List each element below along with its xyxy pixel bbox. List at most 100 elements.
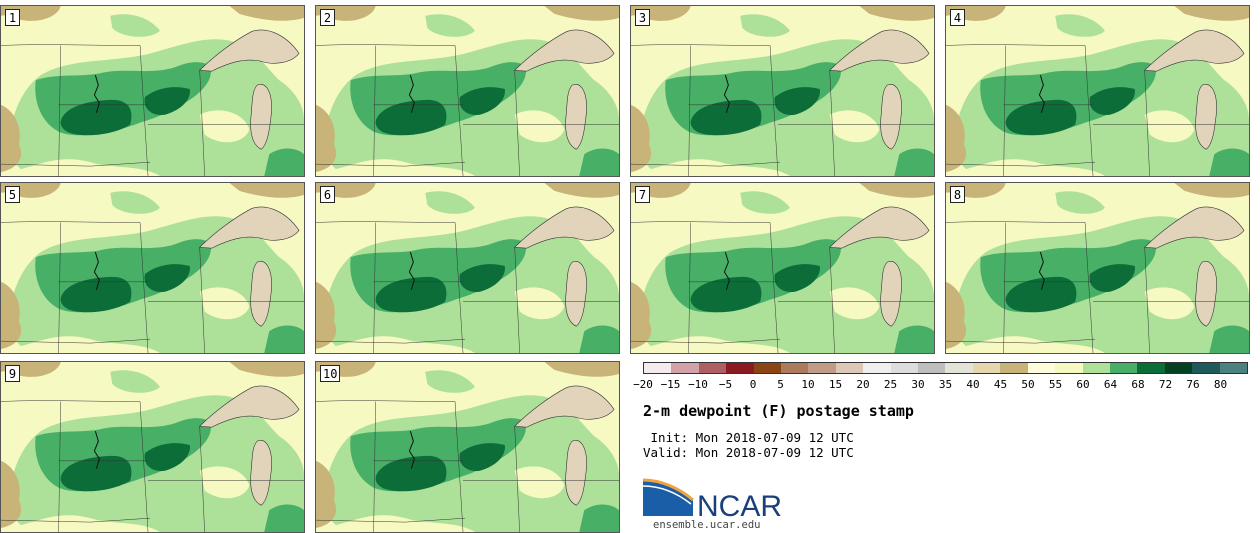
dewpoint-68-72-region xyxy=(690,99,762,136)
dewpoint-68-72-region xyxy=(60,455,132,492)
river-line xyxy=(408,252,415,290)
init-time: Init: Mon 2018-07-09 12 UTC xyxy=(643,430,854,445)
map-panel-7: 7 xyxy=(630,182,935,354)
map-panel-9: 9 xyxy=(0,361,305,533)
dewpoint-68-72-region xyxy=(1005,276,1077,313)
lake-superior xyxy=(829,206,930,249)
state-borders xyxy=(1,221,304,353)
colorbar-swatch xyxy=(781,363,809,373)
dewpoint-map xyxy=(1,183,304,353)
colorbar-tick-label: 30 xyxy=(911,378,925,391)
colorbar-tick-label: −5 xyxy=(718,378,733,391)
dewpoint-68-72-region xyxy=(375,99,447,136)
state-borders xyxy=(316,221,619,353)
river-line xyxy=(723,252,730,290)
map-panel-10: 10 xyxy=(315,361,620,533)
state-borders xyxy=(316,400,619,532)
dewpoint-map xyxy=(946,6,1249,176)
dewpoint-68-72-region xyxy=(690,276,762,313)
colorbar-tick-label: 80 xyxy=(1213,378,1228,391)
river-line xyxy=(1038,75,1045,113)
lake-michigan xyxy=(250,440,272,506)
colorbar-tick-label: 25 xyxy=(883,378,898,391)
map-panel-6: 6 xyxy=(315,182,620,354)
dewpoint-68-72-region xyxy=(60,99,132,136)
dewpoint-68-72-region xyxy=(375,276,447,313)
panel-label: 9 xyxy=(5,365,20,382)
lake-michigan xyxy=(565,84,587,150)
colorbar-tick-label: 50 xyxy=(1021,378,1035,391)
colorbar-tick-label: 68 xyxy=(1131,378,1145,391)
river-line xyxy=(93,431,100,469)
colorbar-swatch xyxy=(726,363,754,373)
river-line xyxy=(408,75,415,113)
dewpoint-map xyxy=(631,183,934,353)
colorbar-tick-label: 76 xyxy=(1186,378,1200,391)
colorbar-tick-label: 20 xyxy=(856,378,870,391)
lake-michigan xyxy=(880,84,902,150)
dewpoint-map xyxy=(316,362,619,532)
colorbar-tick-label: 35 xyxy=(938,378,953,391)
map-panel-3: 3 xyxy=(630,5,935,177)
lake-michigan xyxy=(1195,261,1217,327)
colorbar-swatch xyxy=(1137,363,1165,373)
colorbar-swatch xyxy=(1192,363,1220,373)
colorbar-swatch xyxy=(945,363,973,373)
lake-superior xyxy=(514,29,615,72)
colorbar-tick-label: 40 xyxy=(966,378,980,391)
colorbar-tick-label: 55 xyxy=(1048,378,1063,391)
state-borders xyxy=(631,44,934,176)
dewpoint-map xyxy=(316,6,619,176)
colorbar-swatch xyxy=(1219,363,1247,373)
colorbar-tick-label: 60 xyxy=(1076,378,1090,391)
dewpoint-map xyxy=(316,183,619,353)
panel-label: 8 xyxy=(950,186,965,203)
map-panel-4: 4 xyxy=(945,5,1250,177)
colorbar-swatch xyxy=(1055,363,1083,373)
lake-superior xyxy=(199,206,300,249)
colorbar-swatch xyxy=(1000,363,1028,373)
colorbar-swatch xyxy=(863,363,891,373)
colorbar-swatch xyxy=(753,363,782,373)
river-line xyxy=(1038,252,1045,290)
website-url: ensemble.ucar.edu xyxy=(653,519,761,531)
colorbar-tick-label: −15 xyxy=(660,378,681,391)
panel-label: 5 xyxy=(5,186,20,203)
panel-label: 4 xyxy=(950,9,965,26)
state-borders xyxy=(946,221,1249,353)
dewpoint-68-72-region xyxy=(375,455,447,492)
colorbar-swatch xyxy=(698,363,727,373)
colorbar-swatch xyxy=(835,363,864,373)
map-panel-2: 2 xyxy=(315,5,620,177)
colorbar-swatch xyxy=(972,363,1001,373)
colorbar-tick-label: 15 xyxy=(828,378,843,391)
dewpoint-map xyxy=(946,183,1249,353)
lake-superior xyxy=(199,29,300,72)
lake-michigan xyxy=(1195,84,1217,150)
lake-superior xyxy=(1144,206,1245,249)
lake-superior xyxy=(514,385,615,428)
panel-label: 10 xyxy=(320,365,341,382)
lake-michigan xyxy=(250,84,272,150)
panel-label: 2 xyxy=(320,9,335,26)
logo-text: NCAR xyxy=(697,490,782,520)
colorbar-tick-label: −20 xyxy=(633,378,653,391)
colorbar-swatch xyxy=(890,363,919,373)
colorbar-swatch xyxy=(1164,363,1193,373)
colorbar-ticks: −20 −15 −10 −5 0 5 10 15 20 25 30 35 40 45 50 55 60 64 68 7… xyxy=(633,378,1248,394)
map-panel-5: 5 xyxy=(0,182,305,354)
river-line xyxy=(93,75,100,113)
river-line xyxy=(93,252,100,290)
colorbar-tick-label: 5 xyxy=(777,378,784,391)
dewpoint-68-72-region xyxy=(1005,99,1077,136)
lake-superior xyxy=(514,206,615,249)
chart-title: 2-m dewpoint (F) postage stamp xyxy=(643,402,914,420)
panel-label: 3 xyxy=(635,9,650,26)
river-line xyxy=(408,431,415,469)
dewpoint-map xyxy=(1,362,304,532)
colorbar-swatch xyxy=(644,363,672,373)
state-borders xyxy=(1,400,304,532)
dewpoint-map xyxy=(631,6,934,176)
state-borders xyxy=(316,44,619,176)
colorbar-swatch xyxy=(1082,363,1110,373)
